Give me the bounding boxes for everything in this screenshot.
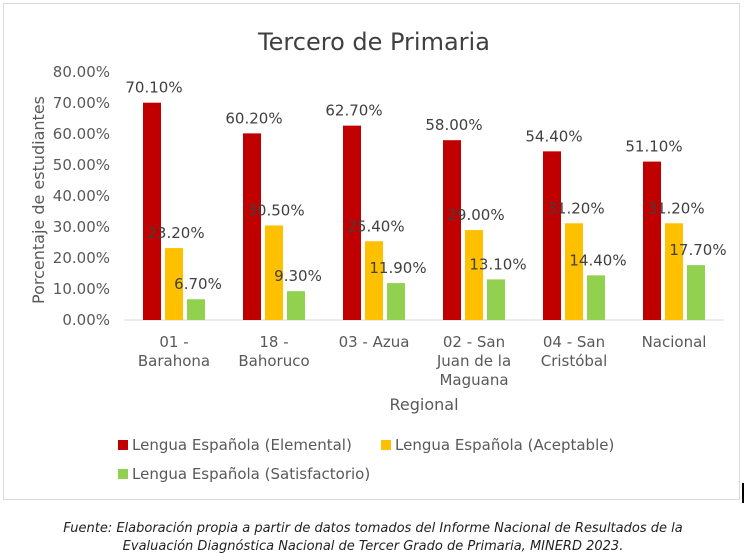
data-label: 6.70%: [174, 275, 222, 293]
category-label: Barahona: [138, 352, 210, 370]
bar: [643, 161, 661, 320]
data-labels: 70.10% 60.20% 62.70% 58.00% 54.40% 51.10% 23.2…: [125, 79, 726, 294]
y-tick-label: 10.00%: [53, 280, 110, 298]
bar: [165, 248, 183, 320]
chart-frame: Tercero de Primaria Porcentaje de estudi…: [3, 3, 740, 500]
bar: [587, 275, 605, 320]
data-label: 62.70%: [325, 102, 382, 120]
data-label: 14.40%: [569, 251, 626, 269]
data-label: 29.00%: [447, 206, 504, 224]
legend-swatch: [381, 440, 391, 450]
legend-label: Lengua Española (Elemental): [132, 436, 352, 454]
data-label: 70.10%: [125, 79, 182, 97]
category-label: 02 - San: [443, 333, 505, 351]
y-axis-title: Porcentaje de estudiantes: [29, 96, 48, 304]
source-note-line-1: Fuente: Elaboración propia a partir de d…: [63, 521, 683, 536]
y-tick-label: 70.00%: [53, 94, 110, 112]
category-label: Cristóbal: [541, 352, 608, 370]
bar: [565, 223, 583, 320]
data-label: 60.20%: [225, 109, 282, 127]
bar: [143, 102, 161, 320]
bar: [187, 299, 205, 320]
data-label: 11.90%: [369, 259, 426, 277]
legend-label: Lengua Española (Aceptable): [395, 436, 614, 454]
data-label: 31.20%: [647, 199, 704, 217]
legend-label: Lengua Española (Satisfactorio): [132, 465, 370, 483]
bar: [465, 230, 483, 320]
bar: [387, 283, 405, 320]
source-note-line-2: Evaluación Diagnóstica Nacional de Terce…: [122, 539, 624, 554]
bar: [687, 265, 705, 320]
bar: [265, 225, 283, 320]
bar: [343, 125, 361, 320]
data-label: 58.00%: [425, 116, 482, 134]
bar: [365, 241, 383, 320]
bar: [443, 140, 461, 320]
data-label: 17.70%: [669, 241, 726, 259]
category-label: Nacional: [642, 333, 707, 351]
chart-title: Tercero de Primaria: [257, 28, 490, 56]
y-tick-label: 30.00%: [53, 218, 110, 236]
data-label: 23.20%: [147, 224, 204, 242]
data-label: 31.20%: [547, 199, 604, 217]
source-note: Fuente: Elaboración propia a partir de d…: [0, 520, 746, 556]
data-label: 9.30%: [274, 267, 322, 285]
data-label: 25.40%: [347, 217, 404, 235]
bar: [487, 279, 505, 320]
category-label: 04 - San: [543, 333, 605, 351]
y-tick-label: 60.00%: [53, 125, 110, 143]
y-tick-label: 0.00%: [62, 311, 110, 329]
category-label: 03 - Azua: [339, 333, 410, 351]
data-label: 13.10%: [469, 255, 526, 273]
data-label: 51.10%: [625, 138, 682, 156]
legend: Lengua Española (Elemental) Lengua Españo…: [118, 436, 614, 483]
category-labels: 01 -Barahona 18 -Bahoruco 03 - Azua 02 - Sa…: [138, 333, 707, 389]
y-tick-label: 20.00%: [53, 249, 110, 267]
bar: [665, 223, 683, 320]
y-axis-ticks: 0.00% 10.00% 20.00% 30.00% 40.00% 50.00% 60.00…: [53, 63, 110, 329]
bar: [243, 133, 261, 320]
category-label: 18 -: [259, 333, 288, 351]
bar-chart: Tercero de Primaria Porcentaje de estudi…: [29, 28, 727, 483]
legend-swatch: [118, 469, 128, 479]
bar: [287, 291, 305, 320]
y-tick-label: 80.00%: [53, 63, 110, 81]
y-tick-label: 50.00%: [53, 156, 110, 174]
category-label: 01 -: [159, 333, 188, 351]
x-axis-title: Regional: [389, 395, 458, 414]
bar: [543, 151, 561, 320]
edge-mark: [742, 483, 744, 503]
bar-series: [143, 102, 705, 320]
category-label: Juan de la: [436, 352, 511, 370]
y-tick-label: 40.00%: [53, 187, 110, 205]
legend-swatch: [118, 440, 128, 450]
category-label: Maguana: [439, 371, 508, 389]
category-label: Bahoruco: [238, 352, 309, 370]
data-label: 54.40%: [525, 127, 582, 145]
data-label: 30.50%: [247, 201, 304, 219]
